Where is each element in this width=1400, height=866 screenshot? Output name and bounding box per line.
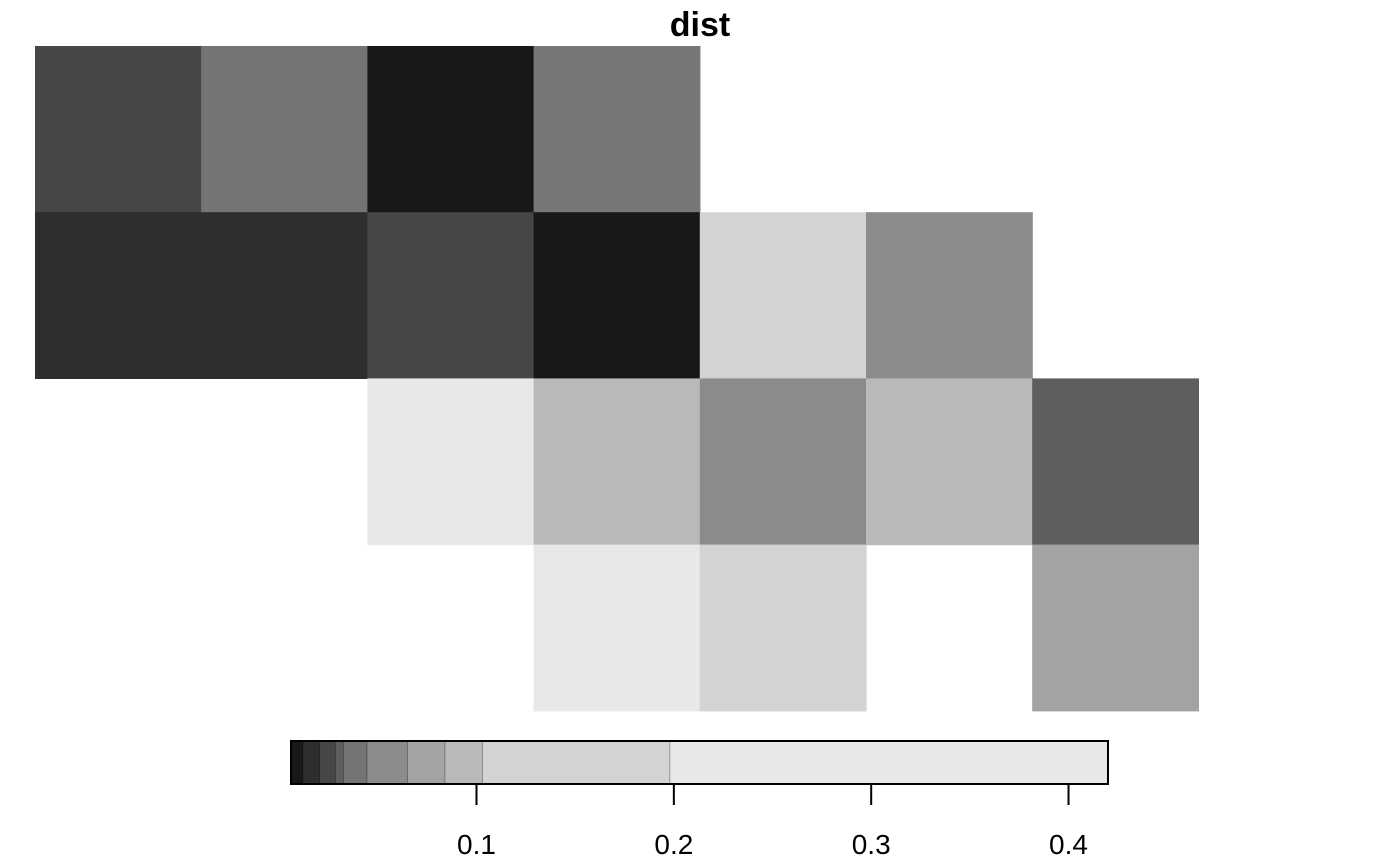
colorbar-band: [335, 741, 344, 784]
heatmap-cell: [699, 378, 867, 546]
colorbar-band: [669, 741, 1109, 784]
heatmap-cell: [1032, 544, 1199, 712]
colorbar-band: [407, 741, 446, 784]
colorbar-tick-label: 0.2: [654, 829, 693, 860]
colorbar-band: [482, 741, 671, 784]
colorbar-frame: [290, 740, 1109, 785]
colorbar-tick-label: 0.3: [852, 829, 891, 860]
colorbar-bands: [291, 741, 1109, 784]
colorbar-legend: 0.1 0.2 0.3 0.4: [290, 740, 1109, 860]
heatmap-cell: [35, 46, 202, 213]
colorbar-band: [319, 741, 336, 784]
heatmap-cell: [1032, 378, 1199, 546]
heatmap-cell: [367, 46, 535, 213]
heatmap-cell: [367, 212, 535, 379]
heatmap-cell: [367, 378, 535, 546]
heatmap-cell: [533, 212, 701, 379]
heatmap-cell: [533, 544, 701, 712]
heatmap-cells: [35, 46, 1199, 712]
chart-title: dist: [670, 6, 730, 44]
colorbar-band: [291, 741, 304, 784]
heatmap-cell: [866, 212, 1033, 379]
colorbar-tick-label: 0.1: [457, 829, 496, 860]
colorbar-band: [343, 741, 368, 784]
heatmap-cell: [699, 212, 867, 379]
colorbar-ticks: 0.1 0.2 0.3 0.4: [457, 784, 1088, 860]
heatmap-cell: [533, 378, 701, 546]
colorbar-band: [366, 741, 408, 784]
heatmap-cell: [533, 46, 701, 213]
heatmap-cell: [699, 544, 867, 712]
colorbar-tick-label: 0.4: [1049, 829, 1088, 860]
heatmap-cell: [866, 378, 1033, 546]
heatmap-cell: [201, 212, 368, 379]
colorbar-band: [444, 741, 483, 784]
heatmap-cell: [201, 46, 368, 213]
colorbar-band: [302, 741, 321, 784]
heatmap-cell: [35, 212, 202, 379]
